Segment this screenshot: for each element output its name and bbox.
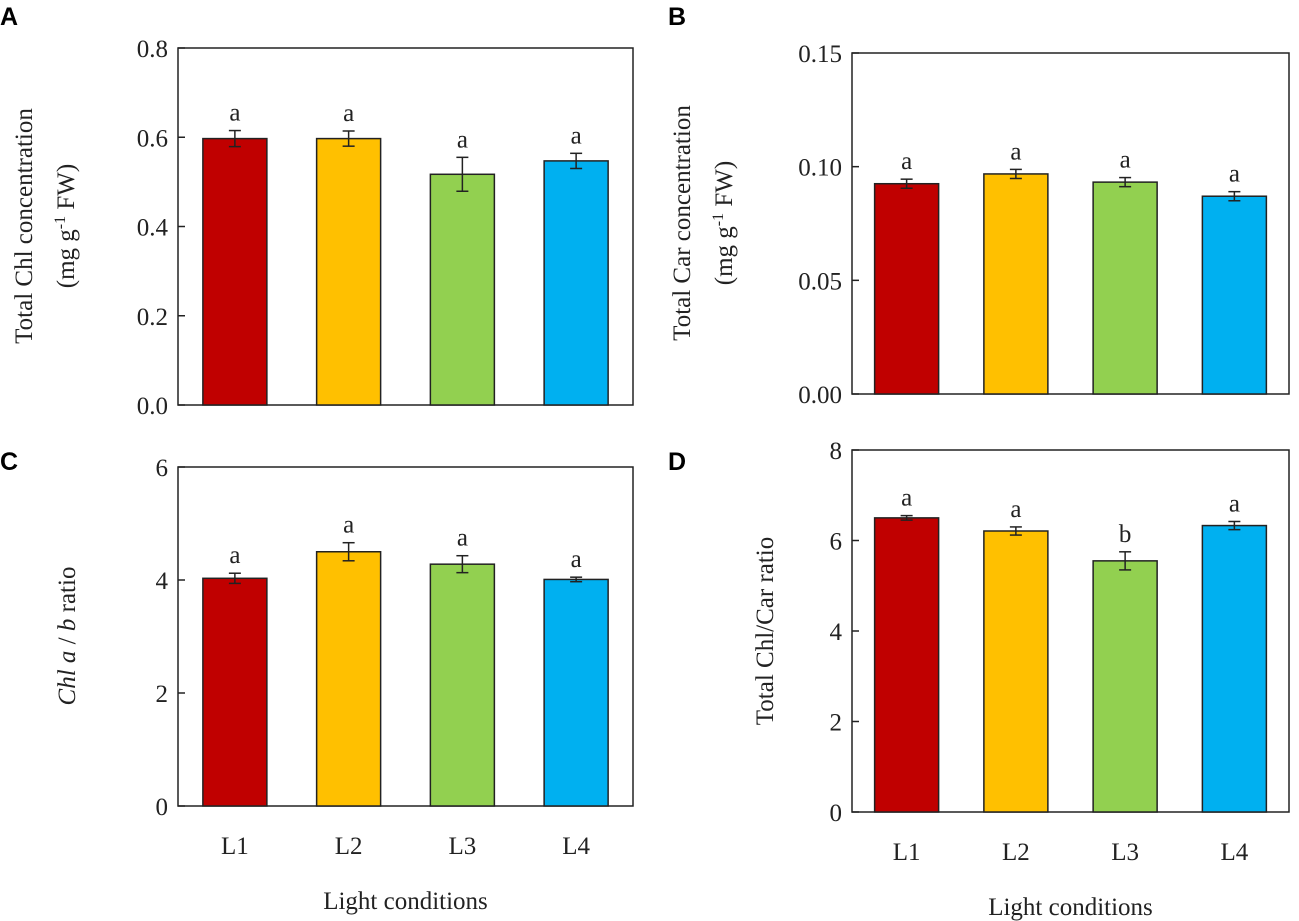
y-axis-label-line1: Total Chl concentration [11, 108, 38, 344]
panel-D: D 0 2 4 6 8 a L1 a L2 b L3 a L4 Light conditions Total … [668, 438, 1290, 921]
x-tick-label: L2 [335, 833, 363, 860]
panel-A: A 0.0 0.2 0.4 0.6 0.8 a a a a Total Chl concentrat… [0, 3, 634, 420]
y-axis-label-line2: (mg g-1 FW) [710, 161, 738, 285]
significance-label: a [457, 525, 468, 552]
y-axis-label-line2: (mg g-1 FW) [52, 164, 80, 288]
y-axis-label: Chl a / b ratio [54, 567, 81, 706]
panel-letter: D [668, 448, 686, 476]
significance-label: a [571, 122, 582, 149]
bar-L3 [1092, 560, 1158, 813]
panel-letter: A [0, 3, 18, 31]
bar-L3 [429, 173, 496, 406]
x-tick-label: L1 [221, 833, 249, 860]
y-tick-label: 0 [156, 794, 169, 821]
y-tick-label: 8 [830, 438, 843, 465]
bar-L1 [873, 517, 940, 813]
x-tick-label: L3 [448, 833, 476, 860]
significance-label: a [343, 100, 354, 127]
x-tick-label: L4 [1220, 839, 1248, 866]
x-tick-label: L3 [1111, 839, 1139, 866]
y-tick-label: 0.05 [798, 268, 842, 295]
y-tick-label: 0.15 [798, 41, 842, 68]
y-tick-label: 4 [156, 568, 169, 595]
y-axis-label-unit-end: FW) [711, 161, 738, 213]
y-tick-label: 4 [830, 619, 843, 646]
x-tick-label: L4 [562, 833, 590, 860]
x-tick-label: L2 [1002, 839, 1030, 866]
significance-label: a [343, 512, 354, 539]
y-axis-label-unit-end: FW) [53, 164, 80, 216]
y-axis-label-part: b [54, 619, 81, 632]
bar-L4 [543, 160, 609, 406]
y-tick-label: 0.8 [137, 36, 168, 63]
significance-label: b [1119, 521, 1132, 548]
y-tick-label: 6 [830, 529, 843, 556]
y-axis-label-unit: (mg g [53, 229, 80, 289]
significance-label: a [1229, 161, 1240, 188]
plot-frame [851, 52, 1290, 395]
significance-label: a [1120, 147, 1131, 174]
bar-L2 [315, 137, 382, 406]
y-tick-label: 6 [156, 455, 169, 482]
x-tick-label: L1 [893, 839, 921, 866]
panel-C: C 0 2 4 6 a L1 a L2 a L3 a L4 Light conditions Chl a /… [0, 448, 634, 915]
y-tick-label: 0.10 [798, 155, 842, 182]
significance-label: a [1229, 490, 1240, 517]
y-tick-label: 0.00 [798, 382, 842, 409]
y-tick-label: 0.6 [137, 125, 168, 152]
bar-L1 [202, 577, 268, 807]
panel-letter: C [0, 448, 18, 476]
bar-L2 [983, 173, 1049, 395]
significance-label: a [1010, 138, 1021, 165]
x-axis-label: Light conditions [323, 888, 488, 915]
panel-letter: B [668, 3, 686, 31]
y-axis-label-part: ratio [54, 567, 81, 619]
bar-L1 [873, 182, 940, 395]
y-axis-label-part: a [54, 651, 81, 664]
bar-L4 [1201, 195, 1268, 395]
significance-label: a [901, 148, 912, 175]
panel-B: B 0.00 0.05 0.10 0.15 a a a a Total Car concentra… [668, 3, 1290, 409]
x-axis-label: Light conditions [988, 894, 1153, 921]
significance-label: a [571, 546, 582, 573]
bar-L3 [1092, 181, 1158, 395]
bar-L4 [543, 578, 609, 807]
bar-L3 [429, 563, 496, 807]
significance-label: a [229, 542, 240, 569]
bar-L2 [315, 551, 382, 807]
y-tick-label: 0.2 [137, 304, 168, 331]
y-axis-label-unit: (mg g [711, 226, 738, 286]
y-axis-label-sup: -1 [710, 213, 727, 226]
bar-L1 [202, 137, 268, 406]
plot-frame [177, 466, 634, 807]
y-axis-label-part: Chl [54, 663, 81, 705]
y-axis-label-part: / [54, 631, 81, 650]
bar-L2 [983, 530, 1049, 813]
y-tick-label: 0 [830, 800, 843, 827]
significance-label: a [1010, 496, 1021, 523]
y-tick-label: 2 [156, 681, 169, 708]
y-tick-label: 2 [830, 710, 843, 737]
significance-label: a [229, 100, 240, 127]
y-axis-label-line1: Total Car concentration [669, 105, 696, 341]
y-tick-label: 0.0 [137, 393, 168, 420]
y-tick-label: 0.4 [137, 215, 169, 242]
bar-L4 [1201, 524, 1268, 813]
significance-label: a [457, 126, 468, 153]
y-axis-label-sup: -1 [52, 216, 69, 229]
significance-label: a [901, 485, 912, 512]
y-axis-label: Total Chl/Car ratio [752, 537, 779, 726]
